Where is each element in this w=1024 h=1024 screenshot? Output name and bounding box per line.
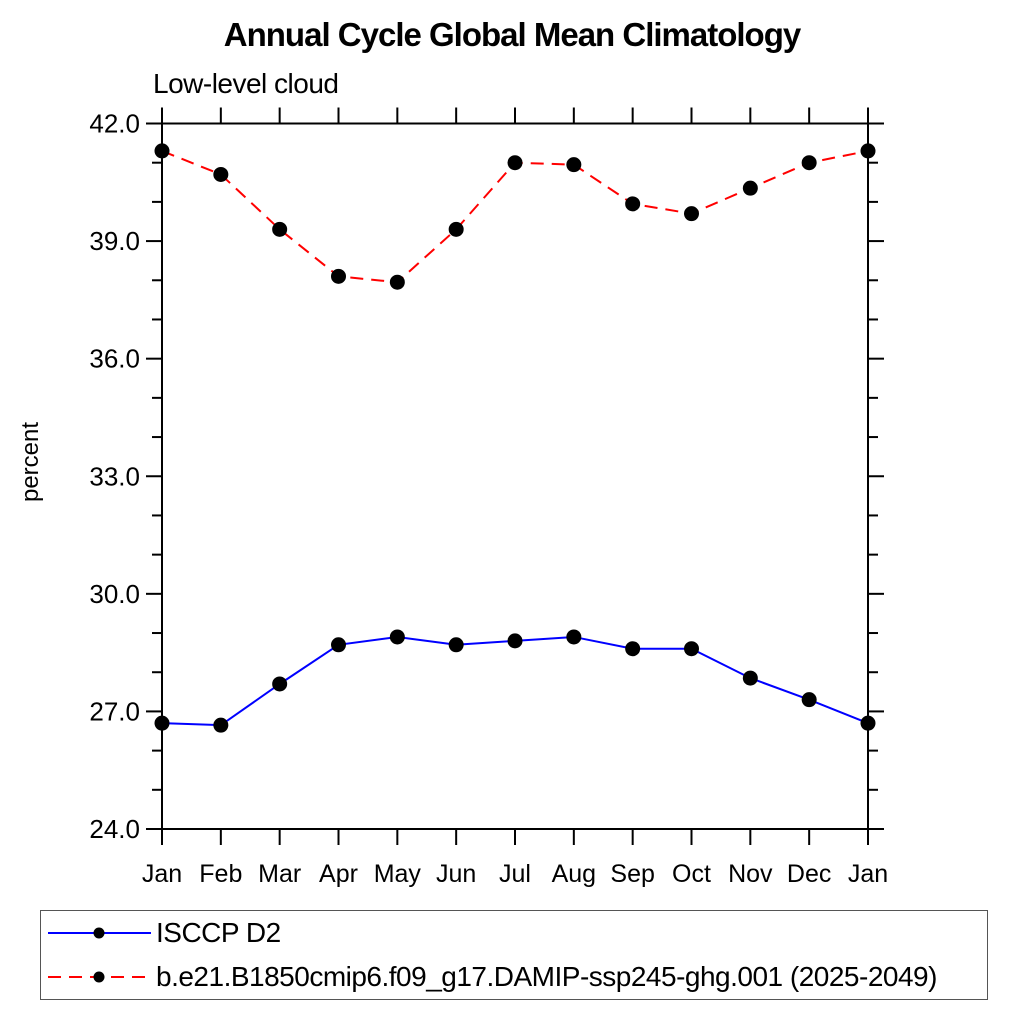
axes: 24.0 27.0 30.0 33.0 36.0 39.0 42.0 Jan Feb Mar Apr… — [89, 107, 888, 888]
y-tick-label: 30.0 — [89, 579, 140, 609]
data-point-marker — [860, 715, 876, 731]
plot-box — [161, 122, 869, 830]
y-axis-title: percent — [17, 422, 44, 502]
data-point-marker — [742, 670, 758, 686]
x-tick-label: Mar — [258, 860, 301, 888]
chart-subtitle: Low-level cloud — [153, 68, 339, 99]
data-point-marker — [213, 166, 229, 182]
data-point-marker — [507, 633, 523, 649]
legend-label-model: b.e21.B1850cmip6.f09_g17.DAMIP-ssp245-gh… — [156, 961, 937, 992]
x-tick-label: Sep — [610, 860, 654, 888]
legend-line-solid-icon — [48, 927, 151, 939]
x-tick-label: Nov — [728, 860, 773, 888]
x-tick-label: Feb — [199, 860, 242, 888]
y-tick-label: 27.0 — [89, 696, 140, 726]
data-point-marker — [389, 274, 405, 290]
legend-sample-marker — [93, 927, 105, 939]
x-tick-label: Jan — [142, 860, 182, 888]
y-tick-label: 36.0 — [89, 344, 140, 374]
data-point-marker — [566, 629, 582, 645]
y-tick-label: 42.0 — [89, 109, 140, 139]
data-point-marker — [272, 676, 288, 692]
data-point-marker — [331, 637, 346, 653]
series-1 — [154, 143, 876, 290]
data-point-marker — [389, 629, 405, 645]
legend-item-isccp: ISCCP D2 — [41, 911, 987, 955]
legend-label-isccp: ISCCP D2 — [156, 917, 281, 948]
x-tick-label: Jan — [848, 860, 888, 888]
x-tick-label: Jul — [499, 860, 531, 888]
data-point-marker — [625, 641, 641, 657]
x-tick-label: Aug — [552, 860, 596, 888]
y-tick-label: 24.0 — [89, 814, 140, 844]
legend-sample-marker — [93, 971, 105, 983]
data-point-marker — [213, 717, 229, 733]
data-point-marker — [448, 221, 464, 237]
series-line-0 — [161, 635, 869, 727]
data-point-marker — [331, 268, 346, 284]
series-0 — [154, 629, 876, 733]
legend: ISCCP D2 b.e21.B1850cmip6.f09_g17.DAMIP-… — [40, 910, 988, 1000]
data-point-marker — [684, 206, 699, 222]
data-point-marker — [801, 155, 817, 171]
data-point-marker — [154, 715, 170, 731]
data-point-marker — [801, 692, 817, 708]
data-point-marker — [625, 196, 641, 212]
data-point-marker — [448, 637, 464, 653]
x-tick-label: May — [374, 860, 422, 888]
data-point-marker — [507, 155, 523, 171]
data-point-marker — [566, 157, 582, 173]
data-point-marker — [684, 641, 699, 657]
chart-title: Annual Cycle Global Mean Climatology — [223, 16, 801, 53]
y-tick-label: 33.0 — [89, 461, 140, 491]
data-point-marker — [272, 221, 288, 237]
legend-item-model: b.e21.B1850cmip6.f09_g17.DAMIP-ssp245-gh… — [41, 955, 987, 999]
x-tick-label: Jun — [436, 860, 476, 888]
x-tick-label: Oct — [672, 860, 711, 888]
data-point-marker — [742, 180, 758, 196]
data-point-marker — [154, 143, 170, 159]
series-line-1 — [161, 149, 869, 284]
data-point-marker — [860, 143, 876, 159]
y-tick-label: 39.0 — [89, 226, 140, 256]
legend-line-dashed-icon — [48, 971, 151, 983]
x-tick-label: Apr — [319, 860, 358, 888]
x-tick-label: Dec — [787, 860, 831, 888]
